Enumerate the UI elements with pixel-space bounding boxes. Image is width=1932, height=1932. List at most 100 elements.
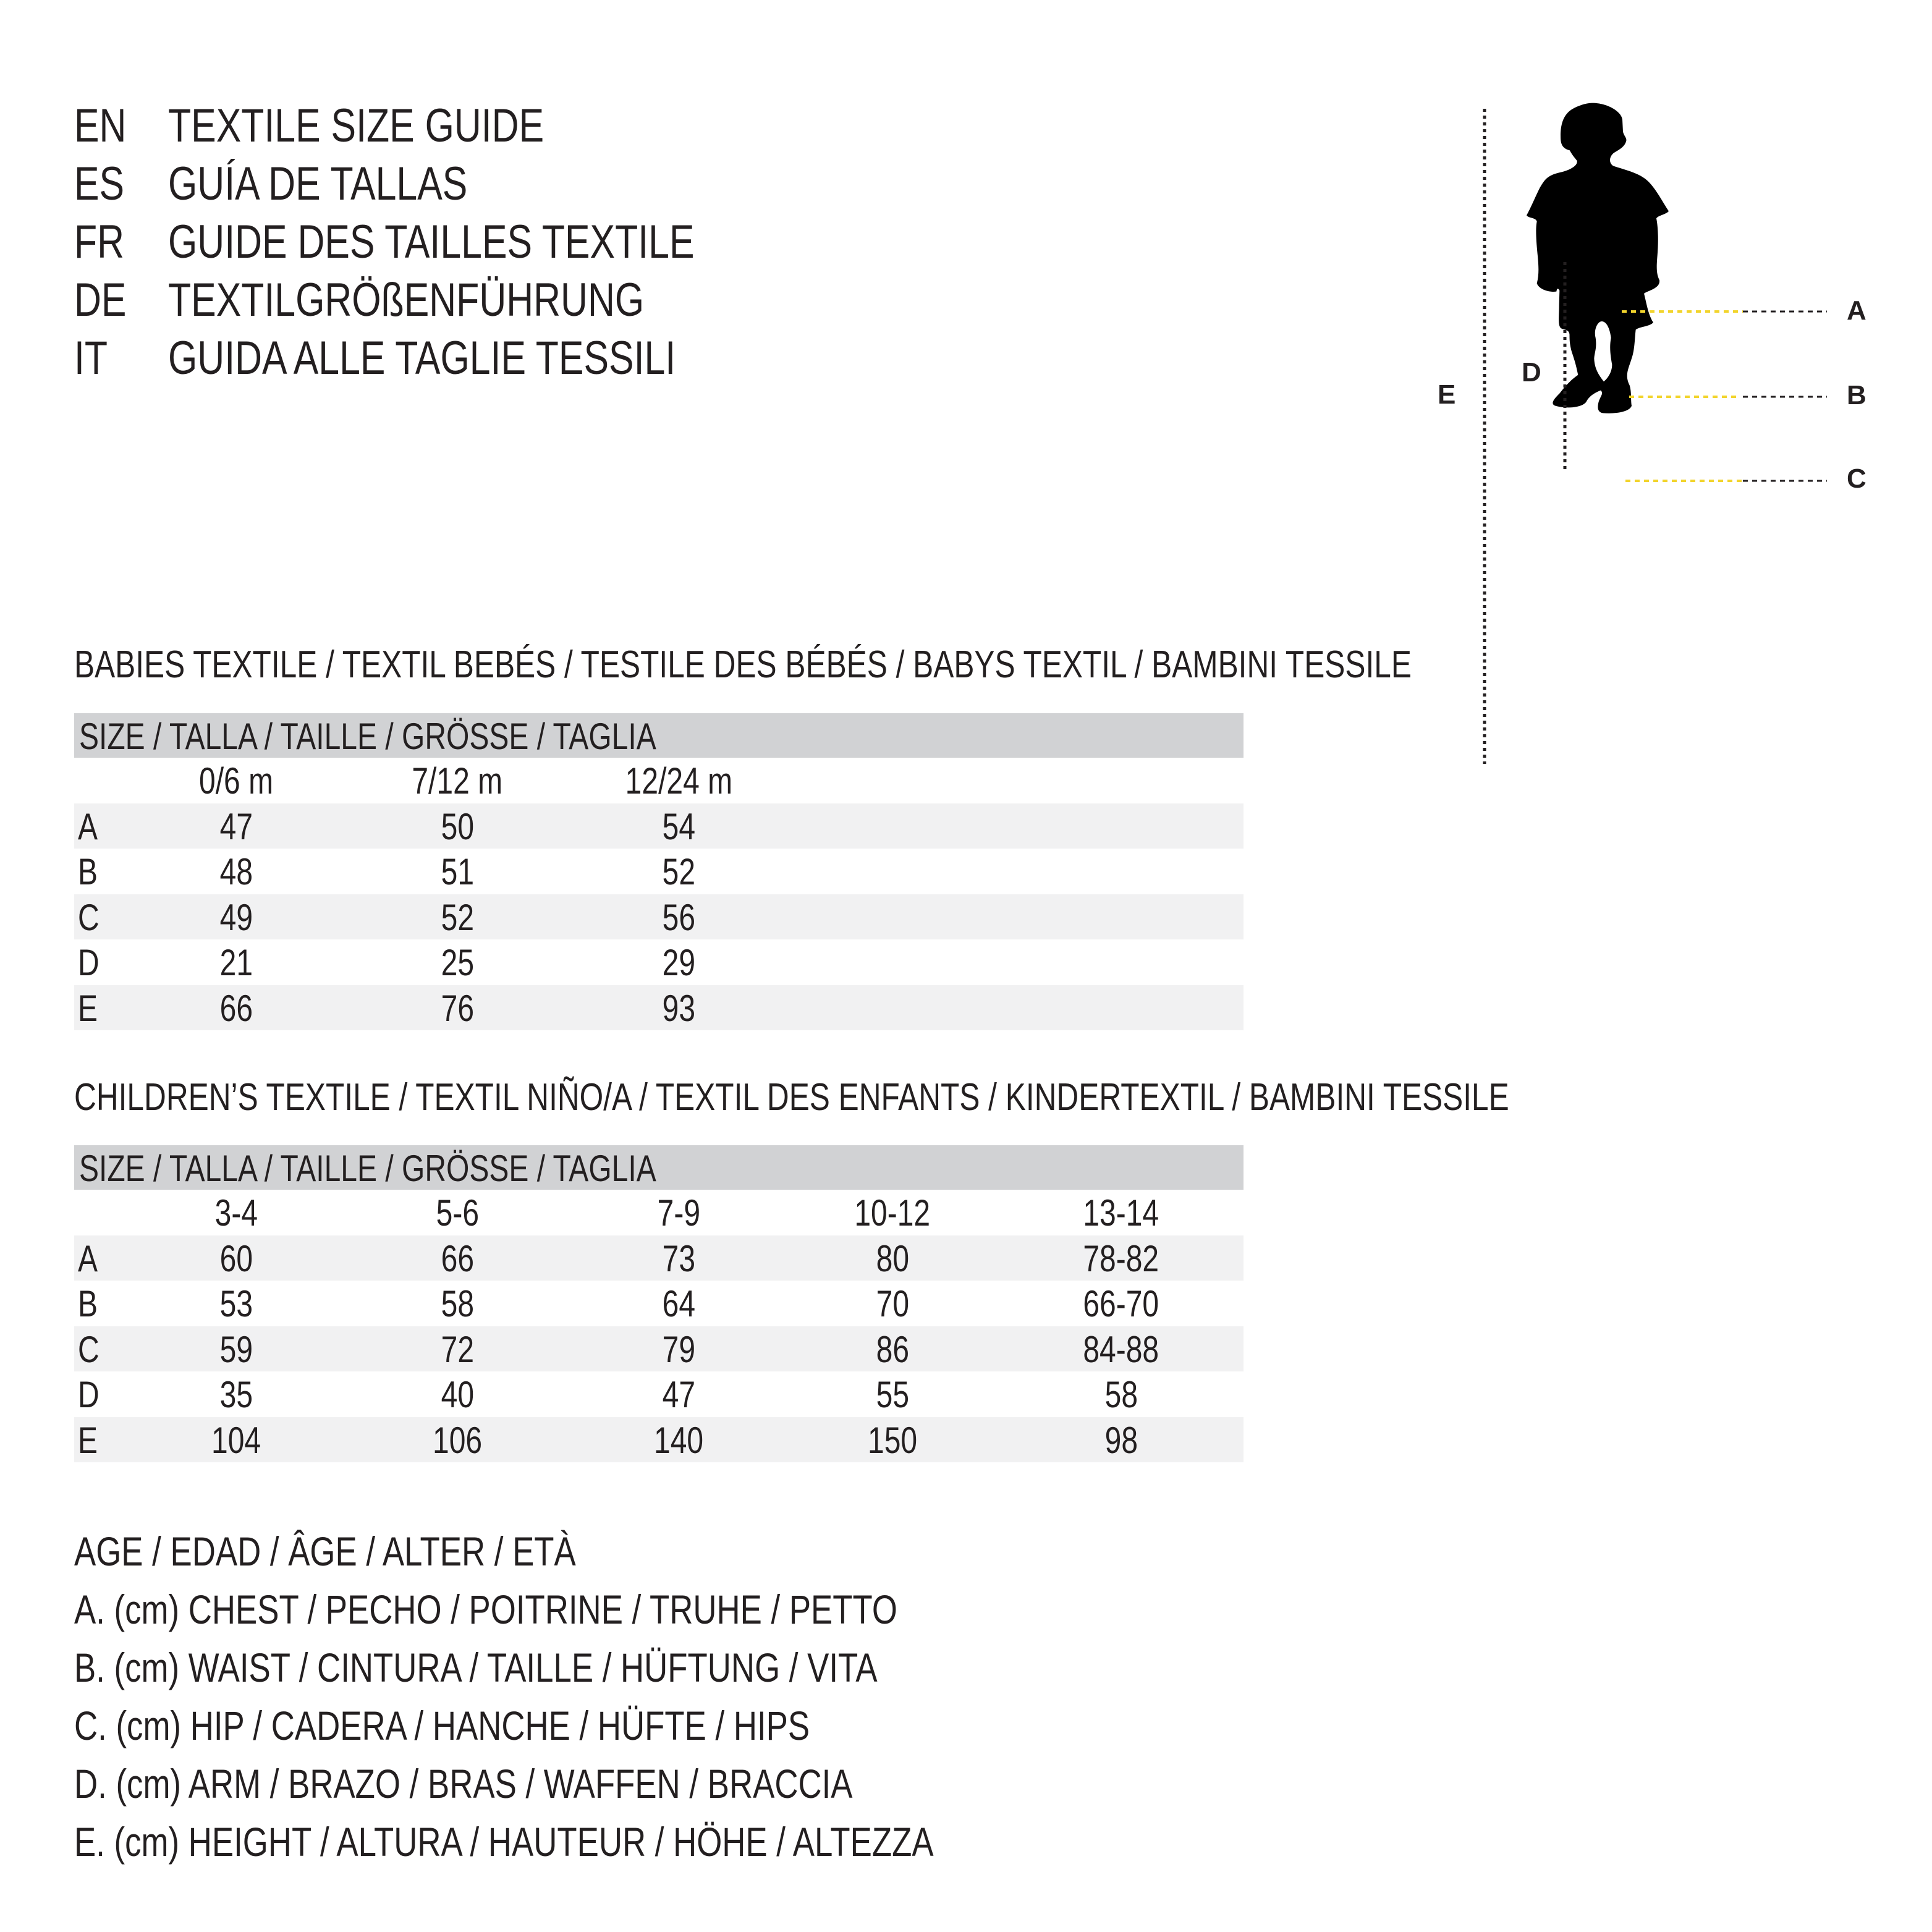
text: 10-12 (854, 1192, 931, 1234)
table-cell: 56 (586, 894, 771, 941)
lang-code: IT (74, 332, 108, 384)
text: 140 (653, 1419, 704, 1461)
table-cell: 58 (365, 1281, 550, 1328)
text: 5-6 (436, 1192, 479, 1234)
text: 66 (219, 987, 253, 1029)
text: 78-82 (1083, 1237, 1159, 1279)
text: 48 (219, 851, 253, 892)
table-cell: 106 (365, 1417, 550, 1464)
column-header: 3-4 (143, 1190, 329, 1237)
legend-b: B. (cm) WAIST / CINTURA / TAILLE / HÜFTU… (74, 1640, 1078, 1695)
text: 47 (219, 805, 253, 847)
header-text: SIZE / TALLA / TAILLE / GRÖSSE / TAGLIA (79, 1148, 656, 1189)
measurement-lines (1483, 109, 1827, 764)
table-cell: 47 (586, 1371, 771, 1418)
text: 72 (441, 1328, 474, 1370)
table-cell: 52 (365, 894, 550, 941)
table-cell: 80 (800, 1235, 985, 1282)
column-header: 12/24 m (586, 758, 771, 805)
column-header: 0/6 m (143, 758, 329, 805)
table-cell: 140 (586, 1417, 771, 1464)
column-header: 7/12 m (365, 758, 550, 805)
text: 55 (876, 1374, 909, 1415)
title-text: TEXTILE SIZE GUIDE (168, 100, 544, 152)
text: 35 (219, 1374, 253, 1415)
table-row: D 21 25 29 (74, 939, 1244, 985)
table-cell: 59 (143, 1326, 329, 1373)
babies-section-title: BABIES TEXTILE / TEXTIL BEBÉS / TESTILE … (74, 640, 1746, 690)
section-title-text: CHILDREN’S TEXTILE / TEXTIL NIÑO/A / TEX… (74, 1076, 1509, 1119)
text: 58 (1104, 1374, 1138, 1415)
text: 0/6 m (198, 760, 274, 802)
text: 73 (662, 1237, 695, 1279)
text: 70 (876, 1283, 909, 1324)
text: 50 (441, 805, 474, 847)
table-cell: 66-70 (1028, 1281, 1214, 1328)
table-cell: 52 (586, 849, 771, 896)
label-d: D (1522, 357, 1541, 388)
table-cell: 104 (143, 1417, 329, 1464)
label-c: C (1847, 464, 1866, 494)
table-cell: 40 (365, 1371, 550, 1418)
table-cell: 98 (1028, 1417, 1214, 1464)
text: AGE / EDAD / ÂGE / ALTER / ETÀ (74, 1528, 576, 1574)
child-silhouette-icon (1527, 103, 1669, 413)
table-row: E 66 76 93 (74, 985, 1244, 1032)
text: C. (cm) HIP / CADERA / HANCHE / HÜFTE / … (74, 1703, 810, 1748)
text: D. (cm) ARM / BRAZO / BRAS / WAFFEN / BR… (74, 1761, 853, 1807)
table-row: E 104 106 140 150 98 (74, 1417, 1244, 1464)
text: 76 (441, 987, 474, 1029)
legend-d: D. (cm) ARM / BRAZO / BRAS / WAFFEN / BR… (74, 1756, 1047, 1811)
table-cell: 84-88 (1028, 1326, 1214, 1373)
table-header-bar: SIZE / TALLA / TAILLE / GRÖSSE / TAGLIA (74, 1145, 1244, 1190)
table-row: A 60 66 73 80 78-82 (74, 1235, 1244, 1281)
text: E. (cm) HEIGHT / ALTURA / HAUTEUR / HÖHE… (74, 1819, 934, 1865)
title-text: GUIDE DES TAILLES TEXTILE (168, 216, 695, 268)
label-e: E (1438, 379, 1456, 410)
table-header-bar: SIZE / TALLA / TAILLE / GRÖSSE / TAGLIA (74, 713, 1244, 758)
table-cell: 55 (800, 1371, 985, 1418)
text: 56 (662, 896, 695, 938)
text: 7/12 m (412, 760, 503, 802)
table-cell: 64 (586, 1281, 771, 1328)
table-row: D 35 40 47 55 58 (74, 1371, 1244, 1417)
table-cell: 53 (143, 1281, 329, 1328)
table-cell: 86 (800, 1326, 985, 1373)
column-header: 13-14 (1028, 1190, 1214, 1237)
table-row: A 47 50 54 (74, 803, 1244, 849)
babies-size-table: SIZE / TALLA / TAILLE / GRÖSSE / TAGLIA … (74, 713, 1244, 1030)
text: 59 (219, 1328, 253, 1370)
text: 93 (662, 987, 695, 1029)
table-row: B 48 51 52 (74, 849, 1244, 894)
table-cell: 21 (143, 939, 329, 986)
row-label: D (78, 1374, 100, 1415)
text: 53 (219, 1283, 253, 1324)
table-cell: 47 (143, 803, 329, 850)
table-cell: 49 (143, 894, 329, 941)
text: 49 (219, 896, 253, 938)
title-text: GUÍA DE TALLAS (168, 158, 468, 210)
children-size-table: SIZE / TALLA / TAILLE / GRÖSSE / TAGLIA … (74, 1145, 1244, 1462)
table-cell: 72 (365, 1326, 550, 1373)
text: 104 (211, 1419, 261, 1461)
text: 150 (867, 1419, 918, 1461)
lang-code: ES (74, 158, 125, 210)
table-cell: 51 (365, 849, 550, 896)
row-label: B (78, 851, 98, 892)
table-cell: 66 (365, 1235, 550, 1282)
table-cell: 66 (143, 985, 329, 1032)
row-label: A (78, 805, 98, 847)
legend-e: E. (cm) HEIGHT / ALTURA / HAUTEUR / HÖHE… (74, 1814, 1148, 1870)
table-cell: 76 (365, 985, 550, 1032)
legend-a: A. (cm) CHEST / PECHO / POITRINE / TRUHE… (74, 1582, 1103, 1637)
column-header: 5-6 (365, 1190, 550, 1237)
row-label: C (78, 1328, 100, 1370)
table-cell: 78-82 (1028, 1235, 1214, 1282)
table-cell: 79 (586, 1326, 771, 1373)
legend-age: AGE / EDAD / ÂGE / ALTER / ETÀ (74, 1523, 701, 1579)
title-text: GUIDA ALLE TAGLIE TESSILI (168, 332, 676, 384)
text: 25 (441, 942, 474, 983)
table-cell: 93 (586, 985, 771, 1032)
section-title-text: BABIES TEXTILE / TEXTIL BEBÉS / TESTILE … (74, 643, 1412, 686)
text: 3-4 (214, 1192, 258, 1234)
